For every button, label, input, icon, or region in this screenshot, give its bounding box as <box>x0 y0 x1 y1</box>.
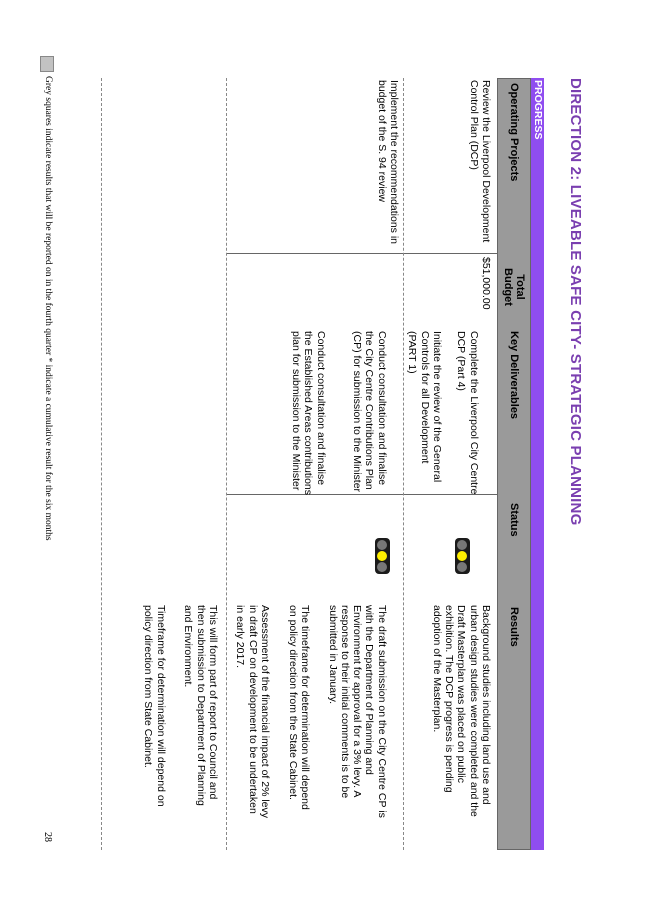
lamp-off-icon <box>377 561 388 572</box>
row-divider <box>226 78 227 850</box>
table-header: Operating Projects Total Budget Key Deli… <box>497 78 531 850</box>
row1-results: Background studies including land use an… <box>430 605 492 817</box>
page-title: DIRECTION 2: LIVEABLE SAFE CITY- STRATEG… <box>567 78 584 526</box>
row1-budget: $51,000.00 <box>480 257 492 310</box>
row2-project: Implement the recommendations in budget … <box>375 80 400 244</box>
col-key-deliverables: Key Deliverables <box>508 331 520 420</box>
row1-deliverable-2: Initiate the review of the General Contr… <box>406 331 443 483</box>
col-total-budget: Total Budget <box>502 268 526 306</box>
row-divider <box>403 78 404 850</box>
row2-result-2: The timeframe for determination will dep… <box>286 605 311 810</box>
row1-deliverable-1: Complete the Liverpool City Centre DCP (… <box>455 331 480 495</box>
row1-deliverables: Complete the Liverpool City Centre DCP (… <box>394 331 492 496</box>
row2-result-5: Timeframe for determination will depend … <box>142 605 167 807</box>
row2-deliverable-2: Conduct consultation and finalise the Es… <box>289 331 327 496</box>
row2-status-traffic-light-icon <box>375 538 390 574</box>
col-status: Status <box>508 503 520 537</box>
col-results: Results <box>508 607 520 647</box>
col-operating-projects: Operating Projects <box>508 83 520 182</box>
lamp-amber-icon <box>457 550 468 561</box>
row2-results: The draft submission on the City Centre … <box>130 605 400 820</box>
row-divider <box>101 78 102 850</box>
lamp-amber-icon <box>377 550 388 561</box>
row1-status-traffic-light-icon <box>455 538 470 574</box>
col-separator <box>227 253 497 254</box>
lamp-off-icon <box>377 540 388 551</box>
progress-band: PROGRESS <box>531 78 544 850</box>
grey-square-legend-icon <box>40 56 54 72</box>
lamp-off-icon <box>457 561 468 572</box>
row2-result-4: This will form part of report to Council… <box>182 605 219 806</box>
row2-result-3: Assessment of the financial impact of 2%… <box>234 605 272 819</box>
legend-text: Grey squares indicate results that will … <box>43 76 53 541</box>
row1-project: Review the Liverpool Development Control… <box>467 80 492 243</box>
row2-result-1: The draft submission on the City Centre … <box>326 605 388 818</box>
row2-deliverable-1: Conduct consultation and finalise the Ci… <box>351 331 388 493</box>
row2-deliverables: Conduct consultation and finalise the Ci… <box>277 331 400 496</box>
lamp-off-icon <box>457 540 468 551</box>
page-number: 28 <box>42 832 53 842</box>
